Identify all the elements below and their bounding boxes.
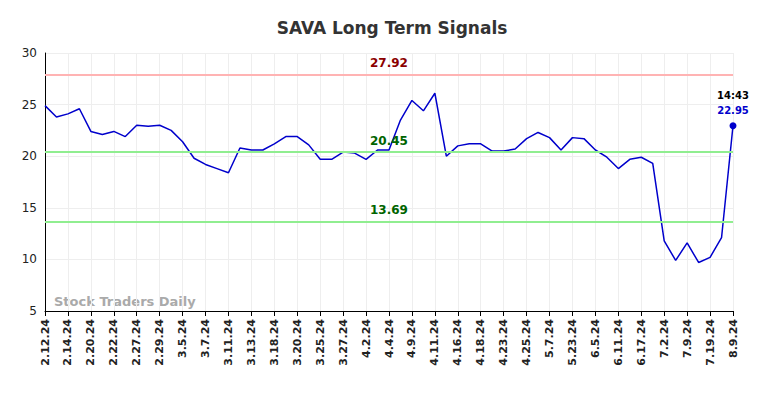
svg-text:8.9.24: 8.9.24 [727,319,740,358]
svg-text:27.92: 27.92 [370,56,408,70]
svg-text:7.2.24: 7.2.24 [658,319,671,358]
svg-text:7.9.24: 7.9.24 [681,319,694,358]
svg-text:4.11.24: 4.11.24 [428,319,441,366]
svg-text:15: 15 [22,201,37,215]
svg-text:6.5.24: 6.5.24 [589,319,602,358]
svg-text:20.45: 20.45 [370,134,408,148]
svg-text:2.22.24: 2.22.24 [107,319,120,366]
svg-text:2.14.24: 2.14.24 [61,319,74,366]
svg-text:4.9.24: 4.9.24 [405,319,418,358]
svg-text:3.11.24: 3.11.24 [222,319,235,366]
svg-text:25: 25 [22,98,37,112]
svg-text:7.19.24: 7.19.24 [704,319,717,366]
svg-text:13.69: 13.69 [370,203,408,217]
svg-text:14:43: 14:43 [717,90,749,101]
svg-text:3.13.24: 3.13.24 [245,319,258,366]
svg-text:5: 5 [29,304,37,318]
svg-text:22.95: 22.95 [717,105,749,116]
svg-text:2.29.24: 2.29.24 [153,319,166,366]
svg-text:10: 10 [22,252,37,266]
svg-text:30: 30 [22,46,37,60]
svg-text:4.23.24: 4.23.24 [497,319,510,366]
svg-text:3.7.24: 3.7.24 [199,319,212,358]
svg-text:20: 20 [22,149,37,163]
svg-text:3.25.24: 3.25.24 [314,319,327,366]
svg-text:3.5.24: 3.5.24 [176,319,189,358]
svg-text:Stock Traders Daily: Stock Traders Daily [54,294,196,309]
svg-text:4.16.24: 4.16.24 [451,319,464,366]
svg-text:2.20.24: 2.20.24 [84,319,97,366]
svg-text:3.18.24: 3.18.24 [268,319,281,366]
svg-text:6.11.24: 6.11.24 [612,319,625,366]
svg-text:4.2.24: 4.2.24 [360,319,373,358]
svg-text:5.7.24: 5.7.24 [543,319,556,358]
svg-text:6.17.24: 6.17.24 [635,319,648,366]
svg-text:2.12.24: 2.12.24 [39,319,52,366]
svg-text:5.23.24: 5.23.24 [566,319,579,366]
svg-text:4.18.24: 4.18.24 [474,319,487,366]
svg-text:3.27.24: 3.27.24 [337,319,350,366]
svg-text:3.20.24: 3.20.24 [291,319,304,366]
svg-text:2.27.24: 2.27.24 [130,319,143,366]
svg-text:4.25.24: 4.25.24 [520,319,533,366]
svg-text:SAVA Long Term Signals: SAVA Long Term Signals [277,18,508,38]
svg-text:4.4.24: 4.4.24 [383,319,396,358]
